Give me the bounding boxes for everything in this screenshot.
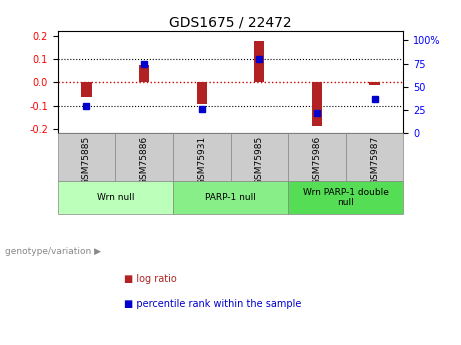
Text: GSM75885: GSM75885: [82, 136, 91, 185]
Bar: [369, 82, 380, 85]
Bar: [288, 134, 346, 181]
Bar: [58, 181, 173, 214]
Text: GSM75987: GSM75987: [370, 136, 379, 185]
Bar: [115, 134, 173, 181]
Bar: [58, 134, 115, 181]
Text: GSM75931: GSM75931: [197, 136, 206, 185]
Bar: [230, 134, 288, 181]
Bar: [288, 181, 403, 214]
Text: Wrn PARP-1 double
null: Wrn PARP-1 double null: [303, 188, 389, 207]
Bar: [312, 82, 322, 127]
Bar: [173, 181, 288, 214]
Text: ■ log ratio: ■ log ratio: [124, 275, 177, 284]
Bar: [254, 41, 265, 82]
Text: PARP-1 null: PARP-1 null: [205, 193, 256, 202]
Text: GSM75986: GSM75986: [313, 136, 321, 185]
Bar: [346, 134, 403, 181]
Text: genotype/variation ▶: genotype/variation ▶: [5, 247, 100, 256]
Bar: [139, 65, 149, 82]
Title: GDS1675 / 22472: GDS1675 / 22472: [169, 16, 292, 30]
Bar: [81, 82, 92, 97]
Bar: [196, 82, 207, 104]
Text: GSM75985: GSM75985: [255, 136, 264, 185]
Bar: [173, 134, 230, 181]
Text: Wrn null: Wrn null: [96, 193, 134, 202]
Text: ■ percentile rank within the sample: ■ percentile rank within the sample: [124, 299, 302, 308]
Text: GSM75886: GSM75886: [140, 136, 148, 185]
